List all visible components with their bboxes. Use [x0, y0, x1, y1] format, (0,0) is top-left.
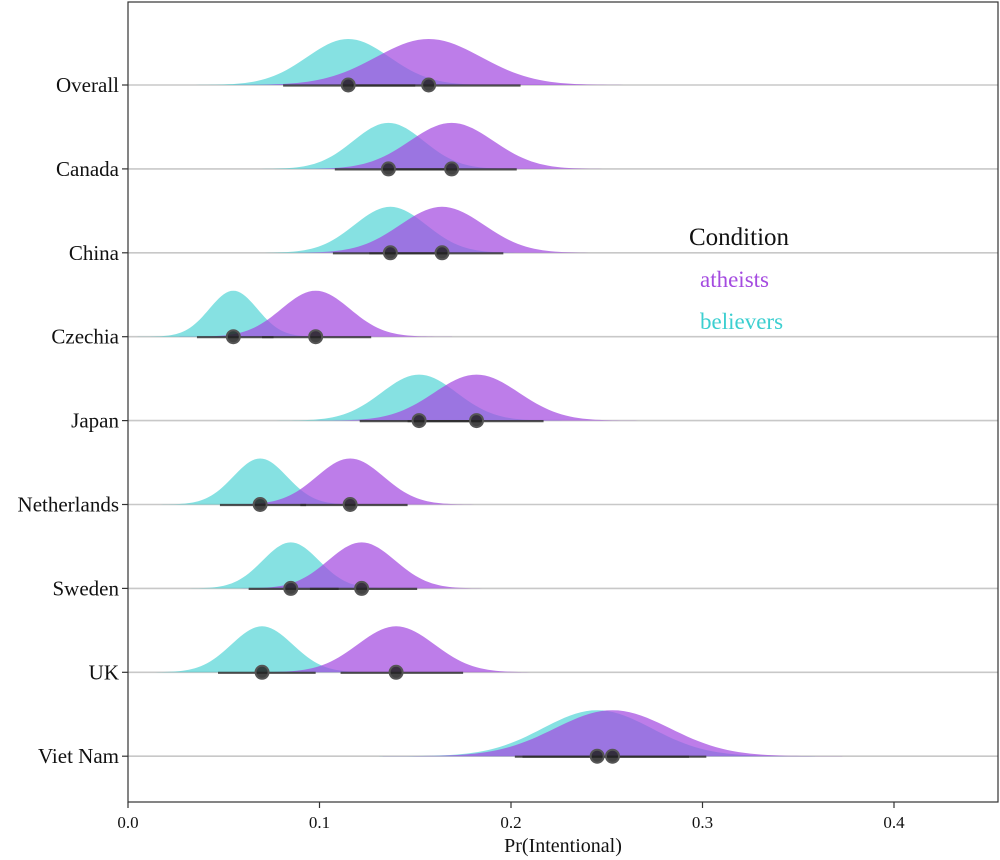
density-believers: [137, 290, 330, 337]
density-believers: [139, 626, 385, 673]
density-atheists: [179, 290, 453, 337]
density-believers: [268, 374, 570, 421]
legend-item-believers: believers: [700, 309, 783, 334]
panel-border: [127, 1, 999, 803]
density-atheists: [216, 458, 485, 505]
point-atheists: [308, 329, 324, 345]
xtick-label: 0.1: [309, 813, 330, 832]
density-believers: [152, 458, 368, 505]
point-atheists: [388, 664, 404, 680]
ytick-label: Japan: [71, 409, 119, 433]
point-believers: [411, 413, 427, 429]
ytick-label: UK: [89, 660, 119, 684]
point-atheists: [421, 77, 437, 93]
legend: Condition atheists believers: [689, 224, 790, 334]
point-believers: [252, 497, 268, 512]
density-atheists: [306, 374, 647, 421]
x-axis-title: Pr(Intentional): [504, 835, 622, 857]
point-atheists: [604, 748, 620, 764]
point-atheists: [469, 413, 485, 429]
point-atheists: [444, 161, 460, 177]
point-believers: [340, 77, 356, 93]
density-atheists: [284, 122, 620, 169]
point-believers: [382, 245, 398, 261]
ytick-label: Czechia: [51, 325, 119, 349]
density-believers: [183, 39, 514, 85]
xtick-label: 0.0: [117, 813, 138, 832]
density-believers: [247, 122, 530, 169]
intervals: [196, 77, 707, 764]
density-atheists: [218, 39, 640, 85]
xtick-label: 0.2: [500, 813, 521, 832]
point-atheists: [354, 580, 370, 596]
point-believers: [254, 664, 270, 680]
ytick-label: Sweden: [53, 576, 120, 600]
x-axis: 0.0 0.1 0.2 0.3 0.4: [117, 802, 905, 832]
density-believers: [246, 206, 534, 253]
xtick-label: 0.4: [883, 813, 905, 832]
point-believers: [380, 161, 396, 177]
density-atheists: [382, 710, 843, 757]
ytick-label: Overall: [56, 73, 119, 97]
point-believers: [283, 580, 299, 596]
point-believers: [225, 329, 241, 345]
density-atheists: [227, 542, 496, 589]
ytick-label: Viet Nam: [38, 744, 119, 768]
point-atheists: [434, 245, 450, 261]
xtick-label: 0.3: [692, 813, 713, 832]
y-axis: Overall Canada China Czechia Japan Netherland…: [18, 73, 128, 768]
density-atheists: [274, 206, 610, 253]
legend-title: Condition: [689, 224, 790, 251]
ytick-label: China: [69, 241, 120, 265]
point-atheists: [342, 497, 358, 512]
point-believers: [589, 748, 605, 764]
density-atheists: [242, 626, 550, 673]
density-curves: [137, 39, 843, 757]
ytick-label: Canada: [56, 157, 120, 181]
ytick-label: Netherlands: [18, 493, 119, 517]
density-believers: [178, 542, 404, 589]
legend-item-atheists: atheists: [700, 267, 769, 292]
